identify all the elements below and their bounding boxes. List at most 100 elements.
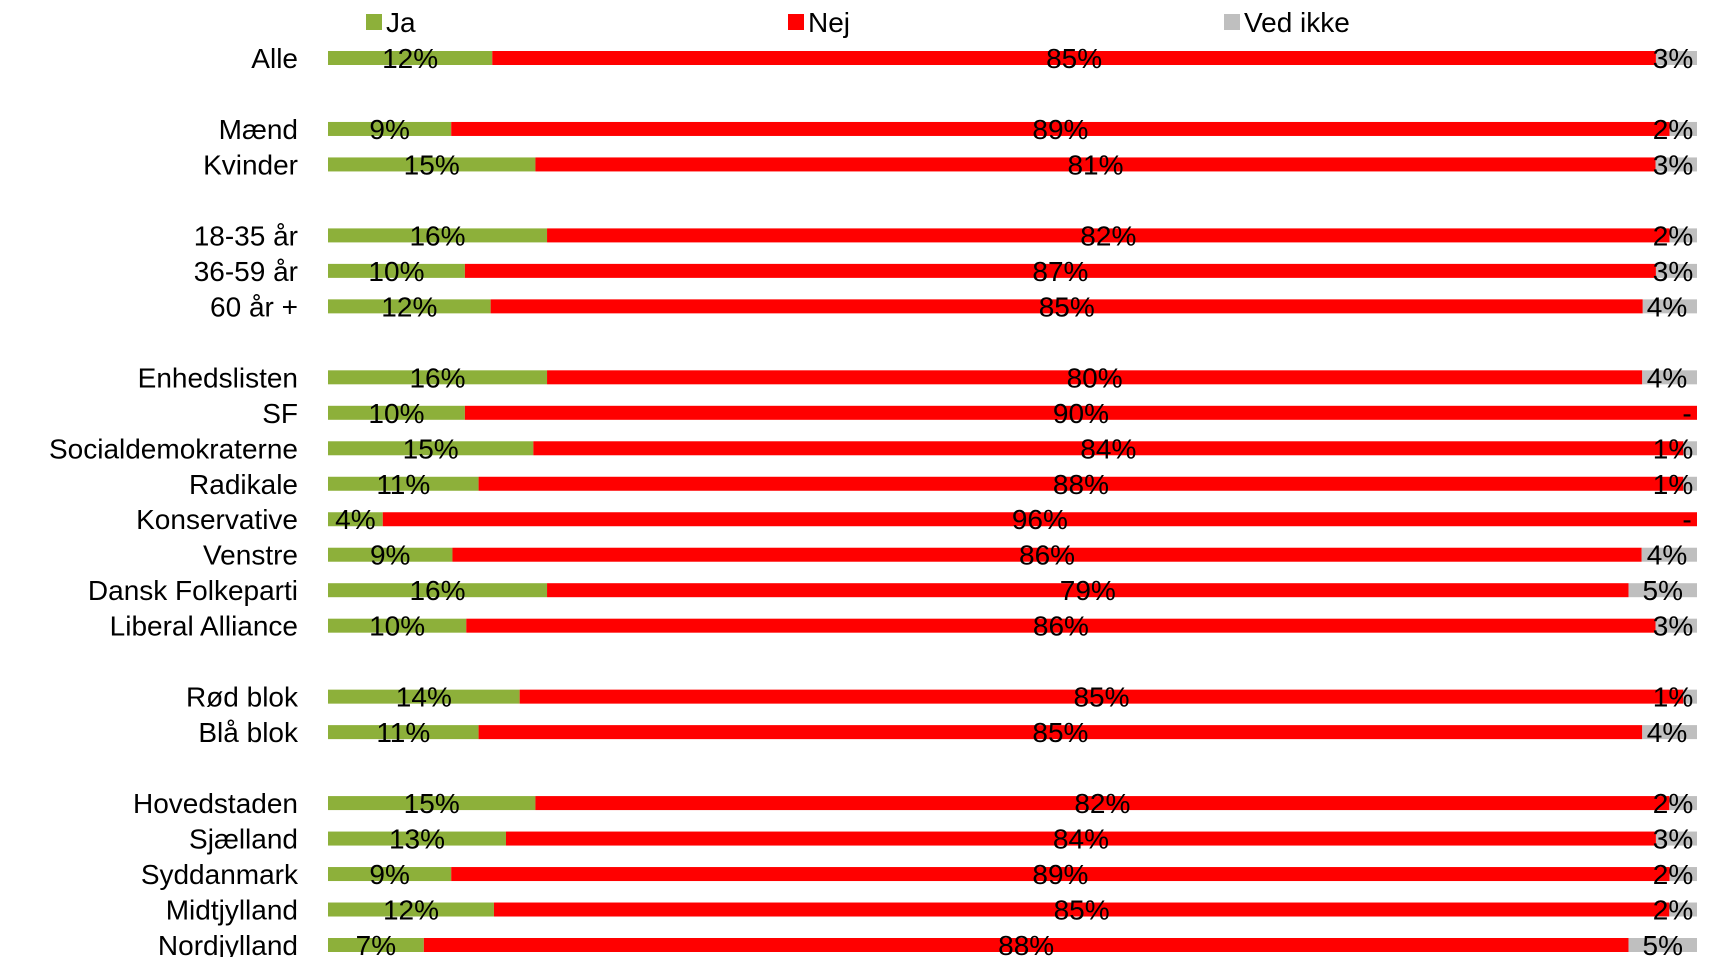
bar-segment-ja xyxy=(328,867,452,882)
data-label-ved-ikke: 4% xyxy=(1647,362,1687,393)
data-label-ja: 15% xyxy=(404,149,460,180)
data-label-ved-ikke: 3% xyxy=(1653,149,1693,180)
category-label: 60 år + xyxy=(210,291,298,322)
legend-item-nej: Nej xyxy=(788,7,850,38)
data-label-ved-ikke: 3% xyxy=(1653,611,1693,642)
bar-segment-nej xyxy=(547,370,1643,385)
data-label-ja: 10% xyxy=(369,611,425,642)
data-label-ved-ikke: 5% xyxy=(1643,575,1683,606)
legend: Ja Nej Ved ikke xyxy=(366,7,1350,38)
data-label-ved-ikke: 3% xyxy=(1653,43,1693,74)
data-label-ja: 12% xyxy=(381,291,437,322)
data-label-nej: 81% xyxy=(1067,149,1123,180)
bar-segment-ja xyxy=(328,476,479,491)
bar-segment-ved-ikke xyxy=(1655,51,1697,65)
chart-rows: Alle 12% 85% 3% Mænd 9% 89% 2% Kvinder 15% 81% 3% 18… xyxy=(49,43,1697,957)
bar-segment-ved-ikke xyxy=(1655,618,1697,633)
bar-segment-nej xyxy=(464,405,1697,420)
data-label-nej: 89% xyxy=(1032,114,1088,145)
bar-row-midtjylland: Midtjylland 12% 85% 2% xyxy=(166,895,1697,926)
bar-segment-ved-ikke xyxy=(1669,228,1697,243)
data-label-ved-ikke: 1% xyxy=(1653,469,1693,500)
data-label-ja: 9% xyxy=(369,114,409,145)
legend-swatch-nej xyxy=(788,14,804,30)
data-label-nej: 89% xyxy=(1032,859,1088,890)
bar-row-konservative: Konservative 4% 96% - xyxy=(136,504,1697,535)
bar-segment-ja xyxy=(328,405,465,420)
bar-segment-ja xyxy=(328,512,383,527)
bar-segment-nej xyxy=(505,831,1656,846)
bar-segment-nej xyxy=(547,583,1629,598)
data-label-ved-ikke: - xyxy=(1682,504,1691,535)
bar-segment-ved-ikke xyxy=(1683,476,1697,491)
bar-segment-nej xyxy=(466,618,1656,633)
bar-segment-ja xyxy=(328,618,467,633)
bar-segment-nej xyxy=(547,228,1670,243)
bar-segment-nej xyxy=(519,689,1684,704)
bar-segment-nej xyxy=(478,725,1643,740)
bar-segment-nej xyxy=(490,299,1643,314)
data-label-ja: 9% xyxy=(369,859,409,890)
data-label-ja: 13% xyxy=(389,824,445,855)
bar-segment-nej xyxy=(535,157,1656,172)
bar-row-60-aar-plus: 60 år + 12% 85% 4% xyxy=(210,291,1697,322)
data-label-ved-ikke: 4% xyxy=(1647,717,1687,748)
data-label-ved-ikke: 2% xyxy=(1653,114,1693,145)
data-label-nej: 84% xyxy=(1080,433,1136,464)
bar-segment-ved-ikke xyxy=(1642,725,1697,740)
data-label-ja: 14% xyxy=(396,682,452,713)
bar-segment-nej xyxy=(478,476,1684,491)
data-label-nej: 87% xyxy=(1032,256,1088,287)
bar-segment-ved-ikke xyxy=(1669,796,1697,811)
bar-segment-ja xyxy=(328,370,548,385)
data-label-nej: 85% xyxy=(1046,43,1102,74)
bar-segment-nej xyxy=(492,51,1656,65)
category-label: Alle xyxy=(251,43,298,74)
bar-segment-ja xyxy=(328,689,520,704)
bar-row-venstre: Venstre 9% 86% 4% xyxy=(203,540,1697,571)
data-label-nej: 88% xyxy=(998,930,1054,957)
legend-label-ja: Ja xyxy=(386,7,416,38)
data-label-ja: 12% xyxy=(382,43,438,74)
category-label: SF xyxy=(262,398,298,429)
bar-segment-ja xyxy=(328,796,536,811)
category-label: Dansk Folkeparti xyxy=(88,575,298,606)
bar-segment-ja xyxy=(328,441,534,456)
bar-row-enhedslisten: Enhedslisten 16% 80% 4% xyxy=(138,362,1697,393)
data-label-ved-ikke: 2% xyxy=(1653,788,1693,819)
data-label-ja: 7% xyxy=(356,930,396,957)
bar-row-liberal-alliance: Liberal Alliance 10% 86% 3% xyxy=(110,611,1697,642)
bar-segment-ved-ikke xyxy=(1641,547,1697,562)
data-label-ja: 16% xyxy=(409,362,465,393)
data-label-nej: 82% xyxy=(1080,220,1136,251)
bar-row-kvinder: Kvinder 15% 81% 3% xyxy=(203,149,1697,180)
bar-segment-nej xyxy=(451,867,1670,882)
bar-row-blaa-blok: Blå blok 11% 85% 4% xyxy=(198,717,1697,748)
data-label-ved-ikke: 5% xyxy=(1643,930,1683,957)
category-label: Syddanmark xyxy=(141,859,299,890)
data-label-ja: 12% xyxy=(383,895,439,926)
bar-row-alle: Alle 12% 85% 3% xyxy=(251,43,1697,74)
category-label: Enhedslisten xyxy=(138,362,298,393)
category-label: Nordjylland xyxy=(158,930,298,957)
data-label-ja: 9% xyxy=(370,540,410,571)
bar-segment-nej xyxy=(493,902,1670,917)
data-label-nej: 96% xyxy=(1012,504,1068,535)
bar-segment-ja xyxy=(328,902,494,917)
data-label-ja: 10% xyxy=(368,398,424,429)
category-label: Blå blok xyxy=(198,717,299,748)
category-label: 36-59 år xyxy=(194,256,298,287)
bar-segment-ved-ikke xyxy=(1669,121,1697,136)
bar-segment-ved-ikke xyxy=(1669,867,1697,882)
bar-segment-ja xyxy=(328,938,424,952)
bar-segment-ja xyxy=(328,547,453,562)
data-label-ja: 10% xyxy=(368,256,424,287)
category-label: Hovedstaden xyxy=(133,788,298,819)
bar-row-sjaelland: Sjælland 13% 84% 3% xyxy=(189,824,1697,855)
bar-segment-ja xyxy=(328,831,506,846)
data-label-ja: 16% xyxy=(409,220,465,251)
bar-segment-nej xyxy=(452,547,1642,562)
data-label-nej: 90% xyxy=(1053,398,1109,429)
bar-row-hovedstaden: Hovedstaden 15% 82% 2% xyxy=(133,788,1697,819)
